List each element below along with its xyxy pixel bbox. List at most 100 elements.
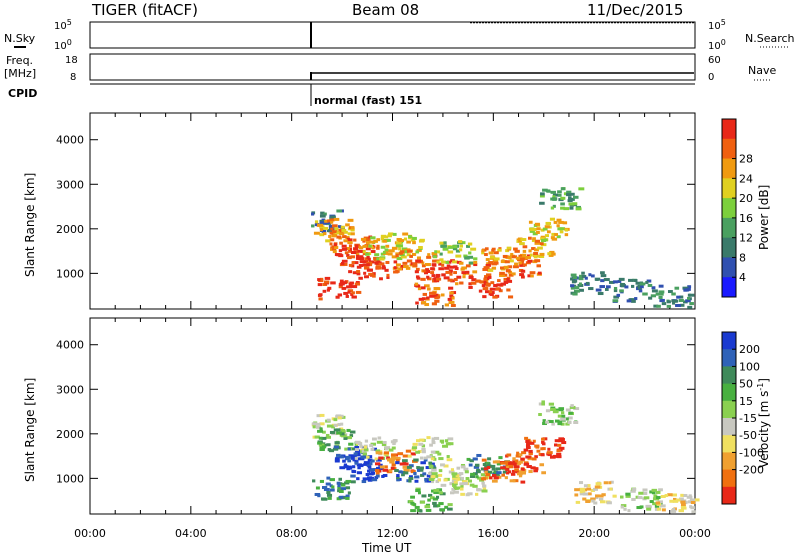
range-cell (407, 454, 412, 458)
range-cell (508, 279, 513, 283)
range-cell (608, 280, 615, 284)
range-cell (546, 189, 551, 193)
range-cell (538, 413, 542, 417)
range-cell (325, 239, 331, 243)
range-cell (406, 259, 413, 263)
y-tick-label: 1000 (56, 472, 84, 485)
range-cell (672, 301, 676, 305)
range-cell (594, 496, 599, 500)
range-cell (367, 458, 373, 462)
range-cell (530, 274, 534, 278)
range-cell (486, 273, 492, 277)
range-cell (455, 249, 461, 253)
range-cell (408, 479, 412, 483)
range-cell (482, 267, 489, 271)
range-cell (533, 252, 539, 256)
range-cell (490, 281, 495, 285)
range-cell (539, 201, 545, 205)
range-cell (657, 500, 663, 504)
range-cell (358, 246, 364, 250)
range-cell (554, 233, 559, 237)
range-cell (613, 289, 618, 293)
range-cell (431, 252, 438, 256)
range-cell (600, 274, 607, 278)
range-cell (345, 294, 349, 298)
range-cell (606, 501, 612, 505)
range-cell (382, 239, 387, 243)
range-cell (593, 501, 598, 505)
range-cell (562, 221, 568, 225)
range-cell (631, 284, 635, 288)
range-cell (518, 453, 523, 457)
range-cell (386, 273, 390, 277)
x-tick-label: 08:00 (276, 527, 308, 540)
range-cell (390, 249, 395, 253)
range-cell (506, 288, 511, 292)
range-cell (613, 295, 620, 299)
range-cell (319, 427, 323, 431)
range-cell (585, 500, 591, 504)
range-cell (548, 253, 554, 257)
range-cell (550, 190, 556, 194)
range-cell (495, 467, 501, 471)
range-cell (478, 289, 483, 293)
range-cell (350, 232, 355, 236)
range-cell (647, 283, 653, 287)
range-cell (523, 448, 529, 452)
range-cell (331, 485, 335, 489)
range-cell (519, 273, 525, 277)
range-cell (545, 221, 551, 225)
range-cell (645, 504, 651, 508)
range-cell (603, 278, 610, 282)
range-cell (518, 254, 523, 258)
range-cell (438, 502, 444, 506)
range-cell (525, 439, 530, 443)
range-cell (431, 466, 437, 470)
range-cell (496, 283, 503, 287)
range-cell (539, 194, 545, 198)
range-cell (375, 474, 380, 478)
range-cell (475, 475, 479, 479)
range-cell (537, 246, 543, 250)
range-cell (536, 449, 541, 453)
range-cell (365, 252, 370, 256)
range-cell (338, 254, 344, 258)
range-cell (365, 247, 371, 251)
range-cell (466, 457, 471, 461)
range-cell (415, 267, 420, 271)
range-cell (598, 292, 604, 296)
tick-exp: 5 (721, 18, 726, 27)
range-cell (532, 439, 536, 443)
range-cell (325, 435, 331, 439)
range-cell (322, 486, 328, 490)
range-cell (319, 413, 325, 417)
range-cell (331, 224, 338, 228)
range-cell (362, 244, 368, 248)
range-cell (346, 436, 352, 440)
range-cell (508, 256, 512, 260)
range-cell (383, 440, 387, 444)
range-cell (424, 263, 431, 267)
range-cell (530, 227, 535, 231)
range-cell (483, 467, 489, 471)
range-cell (416, 468, 421, 472)
range-cell (423, 456, 428, 460)
range-cell (511, 272, 516, 276)
range-cell (450, 300, 455, 304)
range-cell (666, 304, 671, 308)
range-cell (569, 405, 576, 409)
range-cell (651, 286, 656, 290)
range-cell (321, 221, 327, 225)
range-cell (547, 447, 551, 451)
range-cell (454, 267, 459, 271)
range-cell (319, 233, 325, 237)
range-cell (319, 448, 325, 452)
range-cell (421, 494, 427, 498)
range-cell (490, 464, 496, 468)
range-cell (482, 484, 487, 488)
range-cell (631, 299, 636, 303)
range-cell (378, 467, 385, 471)
range-cell (640, 285, 644, 289)
range-cell (550, 236, 555, 240)
